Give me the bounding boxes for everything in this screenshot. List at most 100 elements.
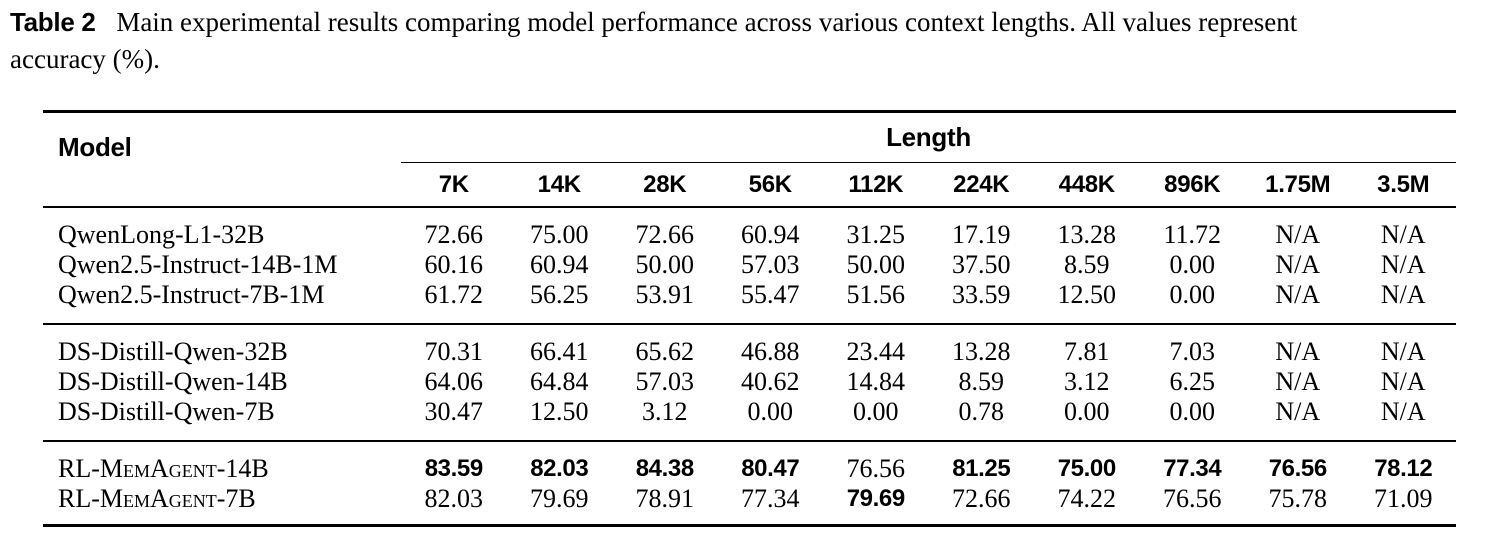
column-header-28k: 28K	[612, 162, 718, 208]
column-header-model-label: Model	[58, 132, 132, 162]
column-header-length: Length	[401, 111, 1456, 163]
value-cell: 76.56	[823, 440, 929, 484]
value-cell: 70.31	[401, 323, 507, 367]
value-cell: 40.62	[741, 367, 800, 396]
table-row: Qwen2.5-Instruct-14B-1M 60.16 60.94 50.00 57…	[43, 250, 1456, 280]
value-cell: 30.47	[424, 397, 484, 426]
value-cell: 12.50	[530, 397, 589, 426]
value-cell: 0.00	[1169, 250, 1216, 279]
value-cell: 0.00	[747, 397, 794, 426]
value-cell: 50.00	[635, 250, 695, 279]
value-cell: 13.28	[928, 323, 1034, 367]
value-cell: N/A	[1245, 323, 1351, 367]
table-row: DS-Distill-Qwen-14B 64.06 64.84 57.03 40.62 1…	[43, 367, 1456, 397]
value-cell: 23.44	[823, 323, 929, 367]
column-header-224k: 224K	[928, 162, 1034, 208]
value-cell: 79.69	[846, 485, 905, 512]
model-name: Qwen2.5-Instruct-7B-1M	[58, 280, 325, 309]
value-cell: 75.78	[1268, 484, 1328, 513]
model-name: RL-MemAgent-7B	[58, 484, 256, 513]
value-cell: 6.25	[1169, 367, 1216, 396]
value-cell: 12.50	[1057, 280, 1117, 309]
value-cell: 60.94	[741, 220, 800, 249]
value-cell: 76.56	[1245, 440, 1351, 484]
value-cell: 64.06	[424, 367, 484, 396]
column-header-model: Model	[43, 111, 401, 208]
table-header: Model Length 7K 14K 28K 56K 112K 224K 448K 896K 1.…	[43, 111, 1456, 208]
value-cell: 3.12	[1064, 367, 1110, 396]
value-cell: 60.16	[424, 250, 484, 279]
model-name: DS-Distill-Qwen-14B	[58, 367, 288, 396]
column-header-896k: 896K	[1139, 162, 1245, 208]
table-row: Qwen2.5-Instruct-7B-1M 61.72 56.25 53.91 55.…	[43, 280, 1456, 324]
value-cell: N/A	[1275, 220, 1321, 249]
value-cell: N/A	[1350, 323, 1456, 367]
value-cell: 79.69	[530, 484, 589, 513]
value-cell: N/A	[1275, 250, 1321, 279]
value-cell: 14.84	[846, 367, 906, 396]
header-row-lengths: 7K 14K 28K 56K 112K 224K 448K 896K 1.75M 3.5M	[43, 162, 1456, 208]
table-row: DS-Distill-Qwen-32B 70.31 66.41 65.62 46.88 2…	[43, 323, 1456, 367]
table-row: QwenLong-L1-32B 72.66 75.00 72.66 60.94 31.25…	[43, 207, 1456, 250]
value-cell: 57.03	[741, 250, 800, 279]
value-cell: 72.66	[635, 220, 695, 249]
model-group-3: RL-MemAgent-14B 83.59 82.03 84.38 80.47 76.56…	[43, 440, 1456, 526]
value-cell: 83.59	[401, 440, 507, 484]
model-group-1: QwenLong-L1-32B 72.66 75.00 72.66 60.94 31.25…	[43, 207, 1456, 324]
column-header-1-75m: 1.75M	[1245, 162, 1351, 208]
caption-line-1: Table 2 Main experimental results compar…	[10, 4, 1502, 41]
value-cell: 0.00	[1169, 397, 1216, 426]
value-cell: 75.00	[1034, 440, 1140, 484]
value-cell: 8.59	[1064, 250, 1110, 279]
column-header-112k: 112K	[823, 162, 929, 208]
value-cell: 66.41	[506, 323, 612, 367]
value-cell: 11.72	[1163, 220, 1222, 249]
value-cell: 84.38	[612, 440, 718, 484]
value-cell: 78.12	[1350, 440, 1456, 484]
value-cell: 0.78	[958, 397, 1005, 426]
value-cell: N/A	[1275, 397, 1321, 426]
caption-text-line2: accuracy (%).	[10, 44, 160, 74]
value-cell: N/A	[1380, 367, 1426, 396]
column-header-3-5m: 3.5M	[1350, 162, 1456, 208]
value-cell: N/A	[1380, 280, 1426, 309]
value-cell: 80.47	[717, 440, 823, 484]
value-cell: 71.09	[1374, 484, 1433, 513]
value-cell: 57.03	[635, 367, 695, 396]
value-cell: 0.00	[1064, 397, 1110, 426]
value-cell: 74.22	[1057, 484, 1117, 513]
model-group-2: DS-Distill-Qwen-32B 70.31 66.41 65.62 46.88 2…	[43, 323, 1456, 441]
value-cell: N/A	[1380, 250, 1426, 279]
value-cell: 46.88	[717, 323, 823, 367]
value-cell: 72.66	[952, 484, 1011, 513]
value-cell: 7.81	[1034, 323, 1140, 367]
value-cell: 50.00	[846, 250, 906, 279]
value-cell: 33.59	[952, 280, 1011, 309]
column-header-56k: 56K	[717, 162, 823, 208]
value-cell: 37.50	[952, 250, 1011, 279]
model-name: DS-Distill-Qwen-32B	[43, 323, 401, 367]
value-cell: 76.56	[1163, 484, 1222, 513]
value-cell: 65.62	[612, 323, 718, 367]
column-header-7k: 7K	[401, 162, 507, 208]
caption-text-line1: Main experimental results comparing mode…	[116, 7, 1298, 37]
table-row: DS-Distill-Qwen-7B 30.47 12.50 3.12 0.00 0.00…	[43, 397, 1456, 441]
value-cell: 51.56	[846, 280, 906, 309]
value-cell: 56.25	[530, 280, 589, 309]
model-name: Qwen2.5-Instruct-14B-1M	[58, 250, 338, 279]
value-cell: 0.00	[853, 397, 899, 426]
value-cell: N/A	[1275, 367, 1321, 396]
header-row-top: Model Length	[43, 111, 1456, 208]
caption-label: Table 2	[10, 7, 96, 37]
value-cell: 64.84	[530, 367, 589, 396]
value-cell: 75.00	[530, 220, 589, 249]
value-cell: 53.91	[635, 280, 695, 309]
value-cell: 77.34	[1139, 440, 1245, 484]
value-cell: 61.72	[424, 280, 484, 309]
model-name: DS-Distill-Qwen-7B	[58, 397, 275, 426]
value-cell: 77.34	[741, 484, 800, 513]
value-cell: 13.28	[1057, 220, 1117, 249]
value-cell: N/A	[1380, 220, 1426, 249]
results-table: Model Length 7K 14K 28K 56K 112K 224K 448K 896K 1.…	[43, 110, 1456, 527]
